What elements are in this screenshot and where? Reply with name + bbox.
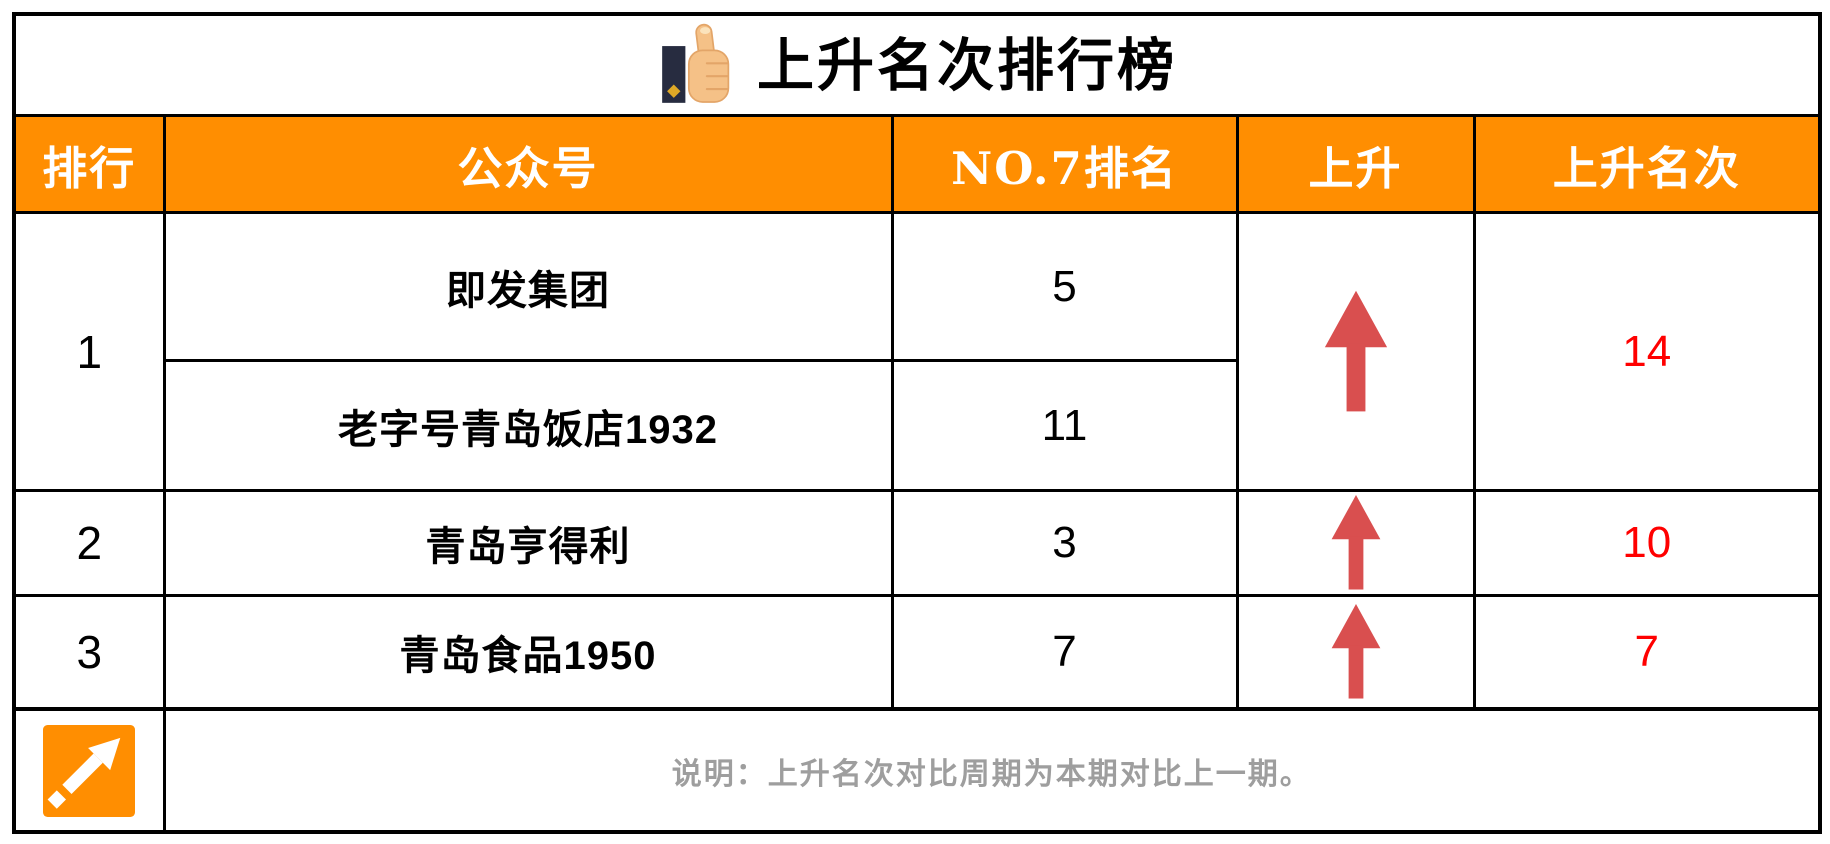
header-rank: 排行 (12, 114, 166, 214)
page-title: 上升名次排行榜 (757, 31, 1177, 99)
up-arrow-icon (1331, 495, 1380, 590)
title-block: 上升名次排行榜 (17, 22, 1817, 108)
rank-value: 3 (12, 594, 166, 711)
rise-amount-value: 14 (1472, 211, 1822, 492)
header-rise: 上升 (1235, 114, 1476, 214)
table-row: 3 青岛食品1950 7 7 (12, 594, 1822, 711)
no7-rank-value: 11 (890, 359, 1239, 492)
rank-value: 1 (12, 211, 166, 492)
no7-rank-value: 3 (890, 489, 1239, 597)
rise-cell (1235, 211, 1476, 492)
rise-cell (1235, 489, 1476, 597)
header-rise-amount: 上升名次 (1472, 114, 1822, 214)
table-row: 老字号青岛饭店1932 11 (14, 359, 1820, 492)
rise-cell (1235, 594, 1476, 711)
header-no7-rank: NO.7排名 (890, 114, 1239, 214)
footnote: 说明：上升名次对比周期为本期对比上一期。 (162, 707, 1822, 834)
account-name: 青岛食品1950 (162, 594, 894, 711)
rise-amount-value: 7 (1472, 594, 1822, 711)
no7-rank-value: 7 (890, 594, 1239, 711)
up-arrow-icon (1324, 290, 1387, 411)
header-row: 排行 公众号 NO.7排名 上升 上升名次 (12, 114, 1822, 214)
account-name: 老字号青岛饭店1932 (162, 359, 894, 492)
account-name: 青岛亨得利 (162, 489, 894, 597)
title-row: 上升名次排行榜 (12, 12, 1822, 117)
header-account: 公众号 (162, 114, 894, 214)
rising-rank-table: 上升名次排行榜 排行 公众号 NO.7排名 上升 上升名次 1 即发集团 5 1… (12, 12, 1823, 834)
footer-row: 说明：上升名次对比周期为本期对比上一期。 (12, 707, 1822, 834)
up-arrow-icon (1331, 604, 1380, 699)
rank-value: 2 (12, 489, 166, 597)
table-row: 2 青岛亨得利 3 10 (12, 489, 1822, 597)
diagonal-up-right-arrow-icon (43, 724, 136, 817)
thumbs-up-icon (662, 23, 730, 103)
rise-amount-value: 10 (1472, 489, 1822, 597)
no7-rank-value: 5 (890, 211, 1239, 362)
account-name: 即发集团 (162, 211, 894, 362)
table-row: 1 即发集团 5 14 (12, 211, 1822, 492)
